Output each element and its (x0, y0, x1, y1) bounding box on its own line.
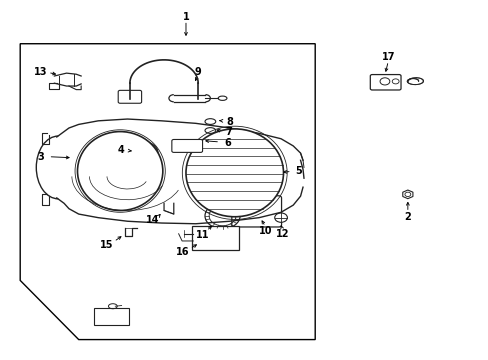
Text: 3: 3 (37, 152, 44, 162)
Text: 15: 15 (100, 239, 114, 249)
Text: 2: 2 (404, 212, 410, 221)
Circle shape (274, 213, 287, 222)
FancyBboxPatch shape (231, 196, 281, 227)
Text: 4: 4 (118, 145, 124, 155)
Polygon shape (402, 190, 412, 199)
Text: 16: 16 (176, 247, 189, 257)
Ellipse shape (185, 129, 283, 217)
Text: 12: 12 (275, 229, 289, 239)
Text: 14: 14 (146, 215, 159, 225)
Text: 6: 6 (224, 138, 230, 148)
FancyBboxPatch shape (118, 90, 142, 103)
Ellipse shape (77, 132, 163, 211)
Text: 13: 13 (34, 67, 47, 77)
FancyBboxPatch shape (94, 308, 129, 324)
Text: 9: 9 (194, 67, 201, 77)
Ellipse shape (204, 119, 215, 125)
Ellipse shape (204, 128, 215, 134)
FancyBboxPatch shape (171, 139, 202, 152)
Text: 8: 8 (225, 117, 232, 127)
FancyBboxPatch shape (369, 75, 400, 90)
Text: 11: 11 (196, 230, 209, 240)
Text: 10: 10 (258, 226, 272, 236)
Text: 5: 5 (295, 166, 302, 176)
Text: 7: 7 (224, 127, 231, 137)
FancyBboxPatch shape (191, 226, 238, 250)
Text: 17: 17 (381, 52, 394, 62)
Text: 1: 1 (182, 12, 189, 22)
